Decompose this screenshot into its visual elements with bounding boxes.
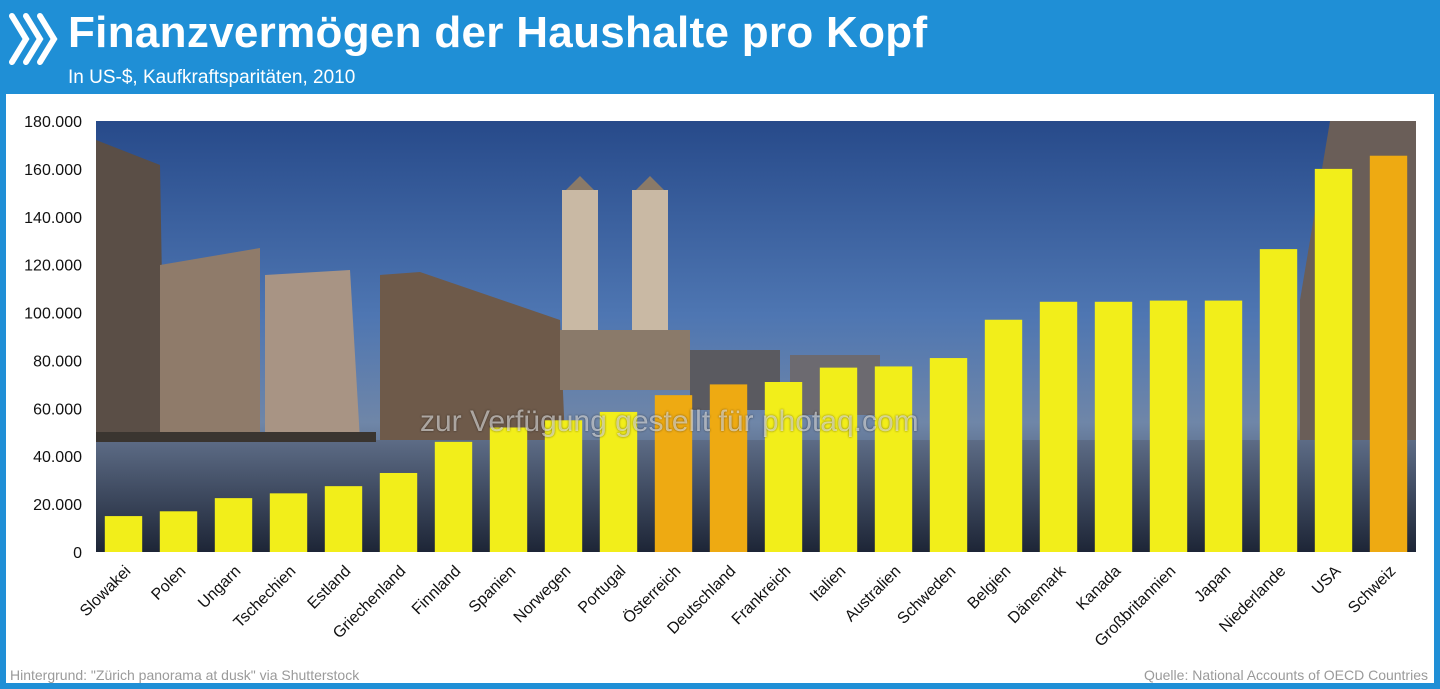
bar — [764, 381, 803, 552]
y-tick-label: 80.000 — [33, 353, 82, 370]
background-credit: Hintergrund: "Zürich panorama at dusk" v… — [10, 667, 360, 683]
x-tick-label: Estland — [305, 563, 355, 613]
y-tick-label: 60.000 — [33, 401, 82, 418]
x-tick-label: USA — [1309, 563, 1345, 599]
oecd-logo-icon — [9, 13, 58, 65]
y-tick-label: 140.000 — [24, 210, 82, 227]
bar — [599, 411, 638, 552]
y-tick-label: 160.000 — [24, 162, 82, 179]
y-tick-label: 20.000 — [33, 497, 82, 514]
x-tick-label: Finnland — [409, 563, 464, 618]
bar — [104, 516, 143, 552]
x-tick-label: Kanada — [1073, 563, 1124, 614]
source-note: Quelle: National Accounts of OECD Countr… — [1143, 667, 1428, 683]
watermark-text: zur Verfügung gestellt für photaq.com — [420, 405, 919, 438]
bar — [1149, 300, 1188, 552]
y-tick-label: 0 — [73, 545, 82, 562]
chart-title: Finanzvermögen der Haushalte pro Kopf — [68, 8, 928, 57]
bar — [544, 420, 583, 552]
bar — [709, 384, 748, 552]
x-tick-label: Italien — [807, 563, 849, 605]
header-banner: Finanzvermögen der Haushalte pro Kopf In… — [0, 0, 1440, 94]
x-tick-label: Japan — [1191, 563, 1234, 606]
y-tick-label: 120.000 — [24, 258, 82, 275]
chart-frame — [0, 94, 1440, 689]
bar — [1039, 301, 1078, 552]
bar — [214, 498, 253, 552]
bar — [1369, 155, 1408, 552]
bar — [1094, 301, 1133, 552]
bar — [929, 358, 968, 552]
chart-subtitle: In US-$, Kaufkraftsparitäten, 2010 — [68, 67, 356, 88]
x-tick-label: Slowakei — [77, 563, 134, 620]
x-tick-label: Portugal — [575, 563, 629, 617]
bar — [1259, 249, 1298, 552]
x-tick-label: Belgien — [965, 563, 1015, 613]
y-tick-label: 180.000 — [24, 114, 82, 131]
y-axis: 0 20.000 40.000 60.000 80.000 100.000 120.000 1… — [24, 114, 82, 562]
x-tick-label: Schweiz — [1345, 563, 1399, 617]
bar — [324, 486, 363, 552]
bar — [379, 472, 418, 552]
bar — [1314, 168, 1353, 552]
x-tick-label: Norwegen — [511, 563, 575, 627]
y-tick-label: 100.000 — [24, 306, 82, 323]
bar — [984, 319, 1023, 552]
y-tick-label: 40.000 — [33, 449, 82, 466]
bar — [434, 441, 473, 552]
bar — [874, 366, 913, 552]
bar — [1204, 300, 1243, 552]
x-tick-label: Schweden — [894, 563, 959, 628]
bar — [269, 493, 308, 552]
bars — [104, 155, 1408, 552]
bar — [819, 367, 858, 552]
bar — [159, 511, 198, 552]
x-tick-label: Ungarn — [195, 563, 244, 612]
x-tick-label: Polen — [148, 563, 189, 604]
x-tick-label: Dänemark — [1005, 562, 1070, 627]
bar — [489, 427, 528, 552]
bar — [654, 395, 693, 552]
x-tick-label: Spanien — [466, 563, 520, 617]
x-tick-label: Frankreich — [729, 563, 794, 628]
